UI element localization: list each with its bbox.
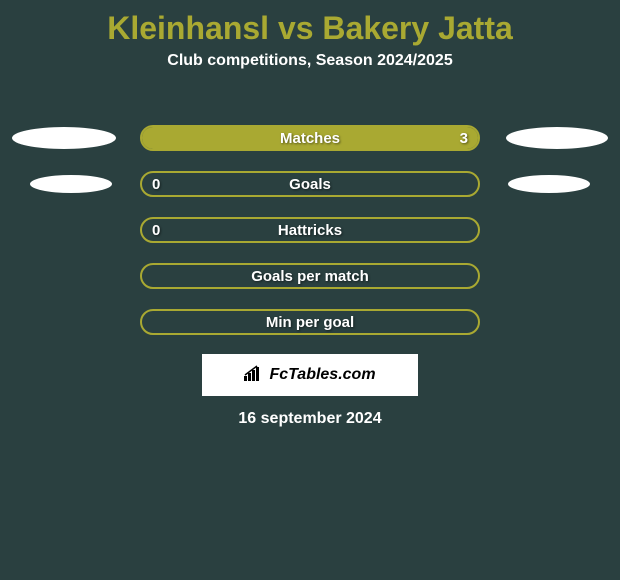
- stat-row: Matches 3: [0, 125, 620, 151]
- stat-value-right: 3: [460, 130, 468, 147]
- stat-row: Goals 0: [0, 171, 620, 197]
- stat-bar: Matches 3: [140, 125, 480, 151]
- stat-label: Min per goal: [266, 314, 354, 331]
- ellipse-right: [506, 127, 608, 149]
- stat-bar: Goals 0: [140, 171, 480, 197]
- ellipse-left: [30, 175, 112, 193]
- badge-box: FcTables.com: [202, 354, 418, 396]
- stat-value-left: 0: [152, 222, 160, 239]
- stat-row: Goals per match: [0, 263, 620, 289]
- badge-text: FcTables.com: [244, 365, 375, 386]
- stat-label: Goals: [289, 176, 331, 193]
- stat-value-left: 0: [152, 176, 160, 193]
- stat-bar: Hattricks 0: [140, 217, 480, 243]
- ellipse-left: [12, 127, 116, 149]
- chart-icon: [244, 365, 264, 386]
- subtitle: Club competitions, Season 2024/2025: [0, 52, 620, 95]
- page-title: Kleinhansl vs Bakery Jatta: [0, 0, 620, 52]
- stat-label: Hattricks: [278, 222, 342, 239]
- stat-label: Matches: [280, 130, 340, 147]
- stat-label: Goals per match: [251, 268, 369, 285]
- date-text: 16 september 2024: [238, 410, 381, 428]
- stat-bar: Goals per match: [140, 263, 480, 289]
- ellipse-right: [508, 175, 590, 193]
- badge-label: FcTables.com: [269, 366, 375, 384]
- stat-bar: Min per goal: [140, 309, 480, 335]
- stat-row: Min per goal: [0, 309, 620, 335]
- stat-row: Hattricks 0: [0, 217, 620, 243]
